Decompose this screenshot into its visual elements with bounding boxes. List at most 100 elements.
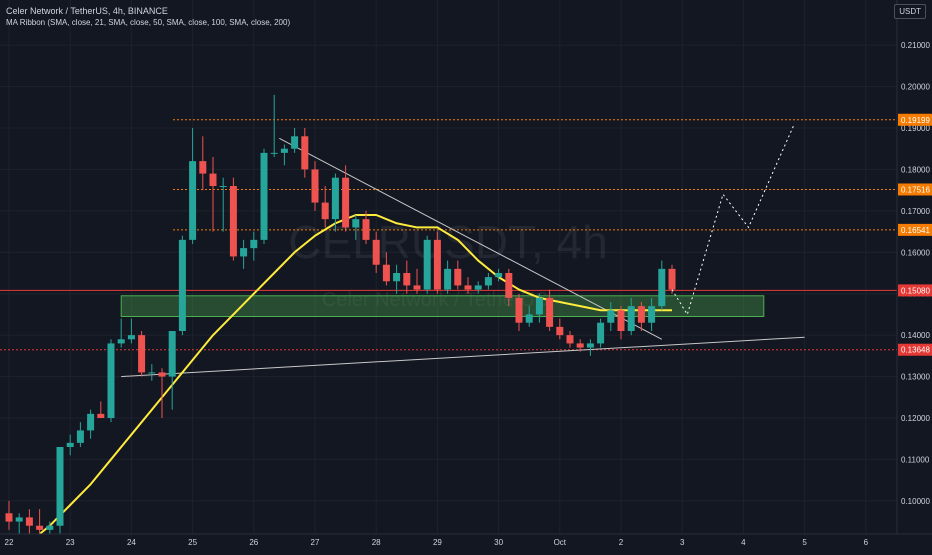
candle[interactable] bbox=[586, 343, 594, 348]
price-tag-label: 0.17516 bbox=[901, 185, 930, 194]
candle[interactable] bbox=[403, 273, 411, 286]
candle[interactable] bbox=[66, 442, 74, 447]
candle[interactable] bbox=[25, 517, 33, 526]
price-tag[interactable] bbox=[898, 183, 932, 196]
x-tick-label: 4 bbox=[741, 538, 746, 547]
indicator-label[interactable]: MA Ribbon (SMA, close, 21, SMA, close, 5… bbox=[6, 18, 291, 27]
candle[interactable] bbox=[280, 148, 288, 153]
candle[interactable] bbox=[311, 169, 319, 203]
x-tick-label: 24 bbox=[127, 538, 136, 547]
candle[interactable] bbox=[423, 239, 431, 290]
trend-line[interactable] bbox=[121, 336, 805, 378]
y-tick-label: 0.19000 bbox=[901, 124, 930, 133]
candle[interactable] bbox=[474, 285, 482, 290]
price-tag-label: 0.19199 bbox=[901, 116, 930, 125]
candle[interactable] bbox=[597, 322, 605, 344]
candle[interactable] bbox=[454, 268, 462, 286]
candle[interactable] bbox=[36, 525, 44, 530]
candle[interactable] bbox=[484, 277, 492, 286]
candle[interactable] bbox=[382, 264, 390, 282]
candle[interactable] bbox=[627, 306, 635, 331]
candle[interactable] bbox=[658, 268, 666, 307]
candle[interactable] bbox=[158, 372, 166, 377]
price-tag[interactable] bbox=[898, 223, 932, 236]
y-tick-label: 0.18000 bbox=[901, 165, 930, 174]
candle[interactable] bbox=[637, 306, 645, 323]
candle[interactable] bbox=[291, 136, 299, 149]
candle[interactable] bbox=[229, 186, 237, 257]
candle[interactable] bbox=[138, 335, 146, 373]
y-tick-label: 0.13000 bbox=[901, 373, 930, 382]
candle[interactable] bbox=[97, 413, 105, 418]
price-axis[interactable] bbox=[896, 0, 932, 550]
candle[interactable] bbox=[525, 314, 533, 323]
price-tag[interactable] bbox=[898, 113, 932, 126]
candle[interactable] bbox=[240, 248, 248, 257]
x-tick-label: 2 bbox=[619, 538, 624, 547]
candle[interactable] bbox=[199, 161, 207, 174]
candle[interactable] bbox=[556, 326, 564, 336]
candle[interactable] bbox=[331, 177, 339, 220]
x-tick-label: 28 bbox=[372, 538, 381, 547]
candle[interactable] bbox=[117, 339, 125, 344]
time-axis[interactable] bbox=[0, 533, 932, 550]
price-tag[interactable] bbox=[898, 343, 932, 356]
x-tick-label: 5 bbox=[802, 538, 807, 547]
candle[interactable] bbox=[219, 186, 227, 187]
candle[interactable] bbox=[668, 268, 676, 290]
candle[interactable] bbox=[393, 273, 401, 282]
trend-line[interactable] bbox=[279, 137, 663, 340]
watermark-symbol: CELRUSDT, 4h bbox=[288, 216, 608, 268]
x-tick-label: 22 bbox=[5, 538, 14, 547]
candle[interactable] bbox=[444, 268, 452, 290]
watermark-name: Celer Network / TetherUS bbox=[322, 289, 548, 311]
price-tag-label: 0.13648 bbox=[901, 346, 930, 355]
candle[interactable] bbox=[250, 239, 258, 249]
candle[interactable] bbox=[301, 136, 309, 170]
candle[interactable] bbox=[352, 219, 360, 228]
candle[interactable] bbox=[362, 219, 370, 240]
candle[interactable] bbox=[648, 306, 656, 323]
candle[interactable] bbox=[607, 310, 615, 323]
candle[interactable] bbox=[576, 343, 584, 348]
candle[interactable] bbox=[56, 447, 64, 526]
candle[interactable] bbox=[5, 513, 13, 522]
candle[interactable] bbox=[342, 177, 350, 228]
candle[interactable] bbox=[209, 173, 217, 186]
candle[interactable] bbox=[270, 152, 278, 154]
support-zone[interactable] bbox=[120, 295, 765, 317]
candle[interactable] bbox=[413, 285, 421, 290]
candle[interactable] bbox=[46, 525, 54, 530]
candle[interactable] bbox=[505, 273, 513, 298]
candle[interactable] bbox=[168, 331, 176, 377]
candle[interactable] bbox=[464, 285, 472, 290]
candle[interactable] bbox=[178, 239, 186, 331]
candle[interactable] bbox=[321, 202, 329, 220]
candle[interactable] bbox=[87, 413, 95, 431]
candle[interactable] bbox=[546, 297, 554, 327]
x-tick-label: 6 bbox=[864, 538, 869, 547]
candle[interactable] bbox=[127, 335, 135, 340]
candle[interactable] bbox=[260, 152, 268, 240]
candle[interactable] bbox=[433, 239, 441, 290]
y-tick-label: 0.10000 bbox=[901, 497, 930, 506]
candle[interactable] bbox=[372, 239, 380, 265]
candle[interactable] bbox=[535, 297, 543, 315]
candle[interactable] bbox=[189, 161, 197, 240]
x-tick-label: 23 bbox=[66, 538, 75, 547]
candle[interactable] bbox=[148, 372, 156, 374]
price-tag[interactable] bbox=[898, 284, 932, 297]
candle[interactable] bbox=[495, 273, 503, 278]
y-tick-label: 0.21000 bbox=[901, 41, 930, 50]
candle[interactable] bbox=[566, 335, 574, 344]
candle[interactable] bbox=[107, 343, 115, 418]
y-tick-label: 0.16000 bbox=[901, 248, 930, 257]
candle[interactable] bbox=[76, 430, 84, 443]
quote-currency-badge[interactable]: USDT bbox=[894, 4, 926, 19]
candle[interactable] bbox=[15, 517, 23, 522]
candle[interactable] bbox=[617, 310, 625, 331]
candle[interactable] bbox=[515, 297, 523, 323]
x-tick-label: 27 bbox=[311, 538, 320, 547]
